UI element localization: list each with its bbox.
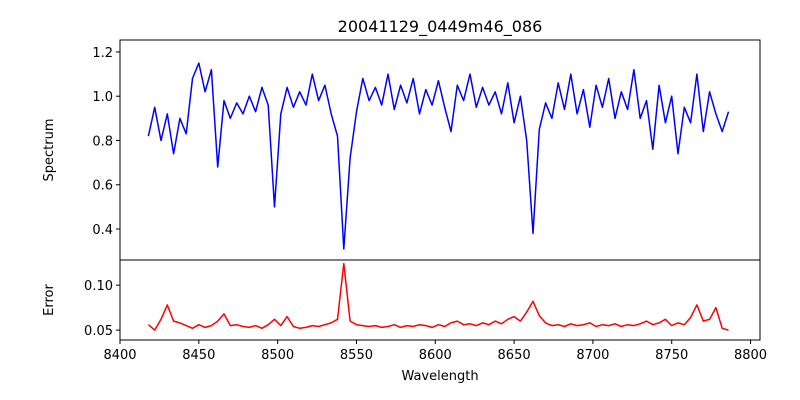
y-tick-label: 0.4 [92, 223, 113, 238]
y-tick-label: 0.05 [84, 324, 113, 339]
spectrum-series-line [147, 62, 730, 250]
error-y-label: Error [42, 284, 57, 316]
x-tick-label: 8400 [103, 348, 136, 363]
x-axis-label: Wavelength [401, 369, 478, 384]
x-tick-label: 8500 [261, 348, 294, 363]
chart-title: 20041129_0449m46_086 [338, 17, 543, 37]
x-tick-label: 8700 [576, 348, 609, 363]
y-tick-label: 0.8 [92, 134, 113, 149]
x-tick-label: 8800 [734, 348, 767, 363]
error-series-line [147, 262, 729, 331]
y-tick-label: 0.6 [92, 179, 113, 194]
y-tick-label: 1.0 [92, 90, 113, 105]
x-tick-label: 8550 [340, 348, 373, 363]
y-tick-label: 1.2 [92, 46, 113, 61]
x-tick-label: 8750 [655, 348, 688, 363]
y-tick-label: 0.10 [84, 279, 113, 294]
spectrum-y-label: Spectrum [42, 119, 57, 182]
axes-frame [119, 259, 761, 341]
spectrum-panel: 0.4 0.6 0.8 1.0 1.2 [92, 39, 761, 261]
error-panel: 0.05 0.10 8400 8450 8500 8550 8600 8650 8700 8750… [84, 259, 767, 363]
x-tick-label: 8450 [182, 348, 215, 363]
x-tick-label: 8650 [498, 348, 531, 363]
x-tick-label: 8600 [419, 348, 452, 363]
